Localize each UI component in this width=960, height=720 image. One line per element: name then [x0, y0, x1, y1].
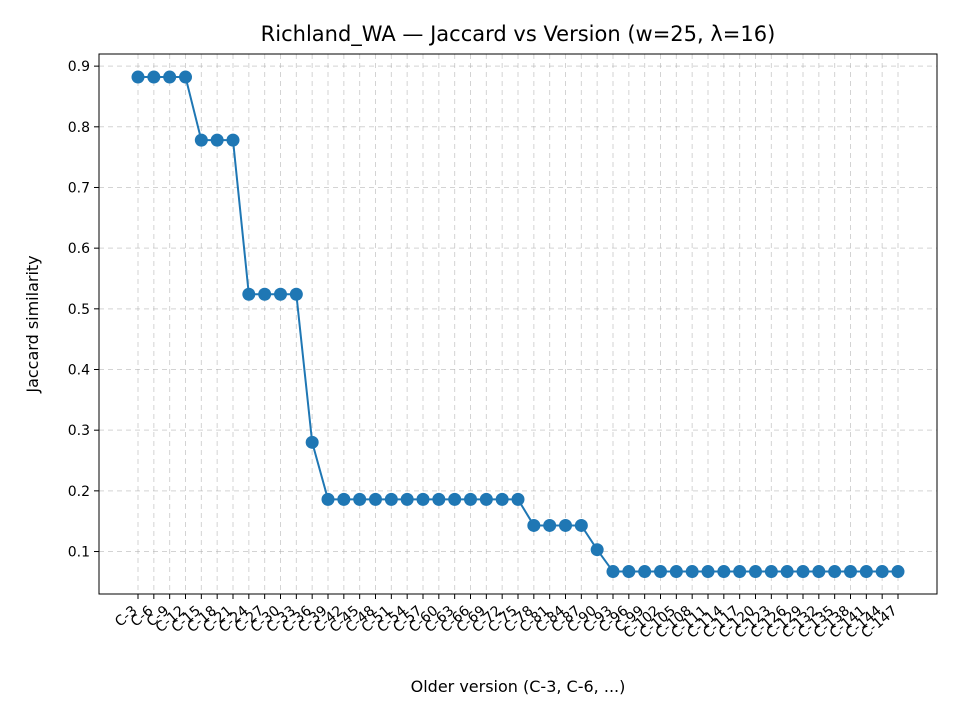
data-point — [226, 133, 240, 147]
data-point — [638, 565, 652, 579]
data-point — [701, 565, 715, 579]
x-axis: C-3C-6C-9C-12C-15C-18C-21C-24C-27C-30C-3… — [112, 594, 901, 642]
data-point — [242, 287, 256, 301]
data-point — [448, 492, 462, 506]
data-point — [289, 287, 303, 301]
data-point — [606, 565, 620, 579]
data-point — [337, 492, 351, 506]
y-axis-label: Jaccard similarity — [23, 255, 42, 393]
y-tick-label: 0.2 — [68, 484, 90, 500]
data-point — [194, 133, 208, 147]
data-point — [654, 565, 667, 579]
data-point — [796, 565, 810, 579]
data-point — [479, 492, 493, 506]
data-point — [543, 518, 557, 532]
data-point — [147, 70, 161, 84]
y-tick-label: 0.5 — [68, 302, 90, 318]
data-point — [828, 565, 842, 579]
x-axis-label: Older version (C-3, C-6, ...) — [411, 677, 626, 696]
data-point — [590, 543, 604, 557]
data-point — [369, 492, 382, 506]
data-point — [258, 287, 272, 301]
data-point — [749, 565, 762, 579]
y-tick-label: 0.1 — [68, 545, 90, 561]
data-point — [733, 565, 747, 579]
series-layer — [131, 70, 905, 579]
data-point — [131, 70, 145, 84]
data-point — [669, 565, 683, 579]
data-point — [574, 518, 588, 532]
data-point — [464, 492, 477, 506]
data-point — [432, 492, 446, 506]
data-point — [163, 70, 177, 84]
y-tick-label: 0.6 — [68, 241, 90, 257]
data-point — [416, 492, 430, 506]
y-tick-label: 0.8 — [68, 120, 90, 136]
data-point — [495, 492, 509, 506]
y-tick-label: 0.9 — [68, 59, 90, 75]
data-point — [812, 565, 826, 579]
y-tick-label: 0.4 — [68, 363, 90, 379]
data-point — [559, 518, 572, 532]
data-point — [780, 565, 794, 579]
data-point — [717, 565, 731, 579]
data-point — [384, 492, 398, 506]
data-point — [210, 133, 224, 147]
data-point — [353, 492, 367, 506]
data-point — [891, 565, 905, 579]
data-point — [685, 565, 699, 579]
data-point — [400, 492, 414, 506]
data-point — [179, 70, 192, 84]
data-point — [274, 287, 287, 301]
data-point — [764, 565, 778, 579]
y-tick-label: 0.3 — [68, 423, 90, 439]
data-point — [511, 492, 525, 506]
data-point — [844, 565, 857, 579]
data-point — [875, 565, 889, 579]
y-axis: 0.1 0.2 0.3 0.4 0.5 0.6 0.7 0.8 0.9 — [68, 59, 99, 561]
y-tick-label: 0.7 — [68, 180, 90, 196]
data-point — [527, 518, 541, 532]
data-point — [622, 565, 636, 579]
data-point — [321, 492, 335, 506]
data-point — [859, 565, 873, 579]
chart-title: Richland_WA — Jaccard vs Version (w=25, … — [261, 22, 776, 47]
data-point — [305, 435, 319, 449]
